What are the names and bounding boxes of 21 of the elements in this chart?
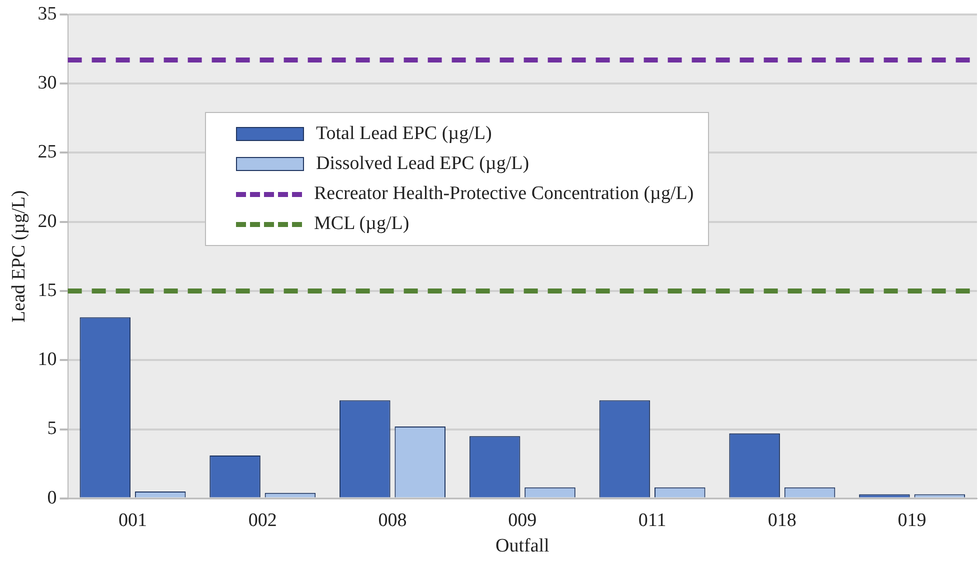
x-tick-label: 011 [638,510,666,531]
x-tick-label: 018 [768,510,796,531]
legend-label: Total Lead EPC (µg/L) [316,123,492,145]
y-tick-label: 15 [38,280,57,301]
x-tick-label: 002 [248,510,277,531]
x-tick-label: 009 [508,510,537,531]
legend-label: Dissolved Lead EPC (µg/L) [316,153,530,175]
y-tick-label: 20 [38,210,57,232]
y-tick-label: 30 [38,72,57,94]
y-tick-label: 0 [47,487,57,508]
y-tick-label: 10 [38,349,57,370]
x-tick-label: 001 [118,510,147,531]
legend-label: Recreator Health-Protective Concentration (µg/L) [314,183,694,205]
y-tick-label: 25 [38,142,57,163]
legend-label: MCL (µg/L) [314,213,410,235]
x-tick-label: 019 [898,510,926,531]
y-tick-label: 5 [47,418,57,440]
y-tick-label: 35 [38,3,57,24]
x-axis-title: Outfall [495,536,550,557]
x-tick-label: 008 [378,510,407,531]
y-axis-title: Lead EPC (µg/L) [8,190,30,323]
